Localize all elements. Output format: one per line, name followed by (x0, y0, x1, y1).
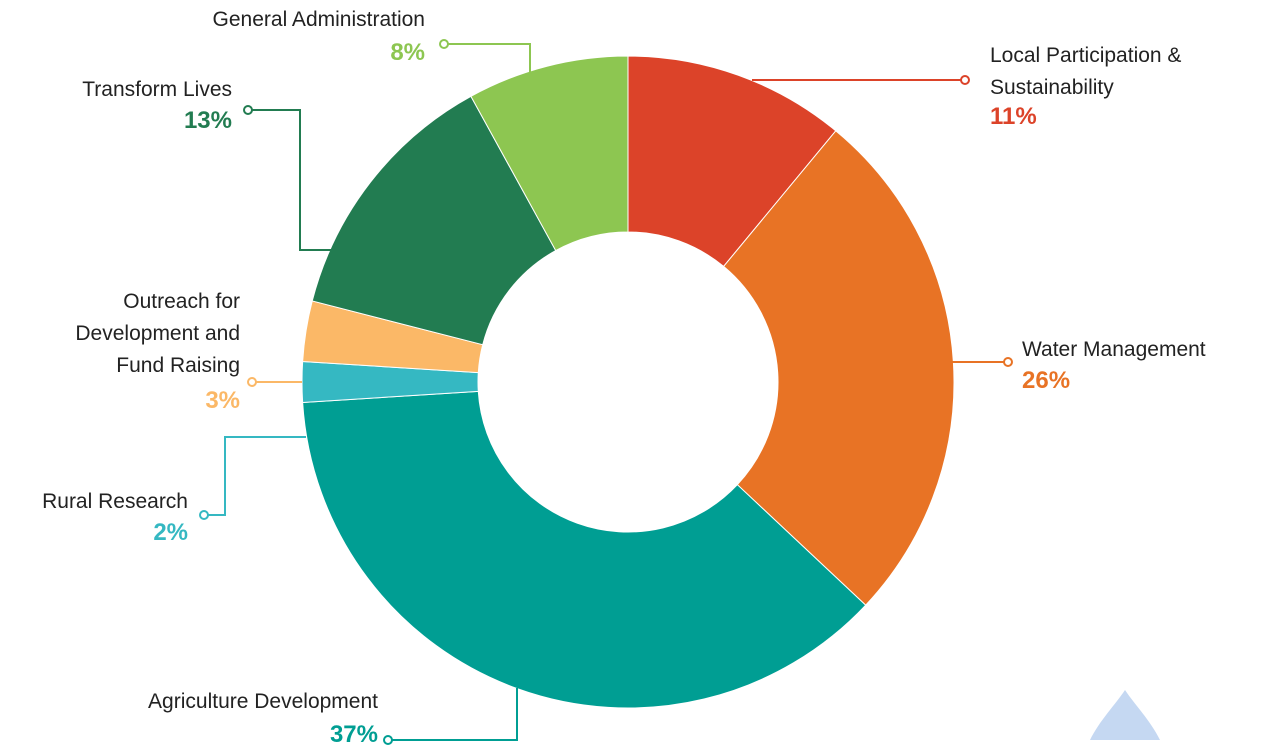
slice-value-label: 13% (183, 107, 232, 134)
slice (722, 130, 955, 606)
slice (302, 390, 867, 709)
slice-label: General Administration (212, 8, 425, 31)
leader-dot (247, 377, 257, 387)
leader-dot (243, 105, 253, 115)
leader-dot (960, 75, 970, 85)
slice-label: Outreach for Development and Fund Raisin… (75, 290, 240, 377)
slice-label: Rural Research (42, 490, 188, 513)
slice-value-label: 26% (1022, 367, 1071, 394)
slice-value-label: 3% (205, 387, 240, 414)
slice-value-label: 2% (153, 519, 188, 546)
leader-dot (439, 39, 449, 49)
slice-label: Agriculture Development (148, 690, 378, 713)
leader-dot (199, 510, 209, 520)
leader-line (444, 43, 531, 76)
drop-decoration (1090, 690, 1160, 740)
slice-value-label: 8% (390, 39, 425, 66)
leader-line (388, 688, 518, 741)
slice-label: Water Management (1022, 338, 1206, 361)
slice (311, 95, 557, 346)
leader-line (248, 109, 332, 251)
leader-dot (383, 735, 393, 745)
slice-value-label: 37% (329, 721, 378, 748)
slice-label: Local Participation & Sustainability (990, 44, 1182, 99)
slice (470, 55, 629, 252)
leader-line (204, 436, 306, 516)
leader-dot (1003, 357, 1013, 367)
slice-label: Transform Lives (82, 78, 232, 101)
slice-value-label: 11% (990, 103, 1037, 130)
